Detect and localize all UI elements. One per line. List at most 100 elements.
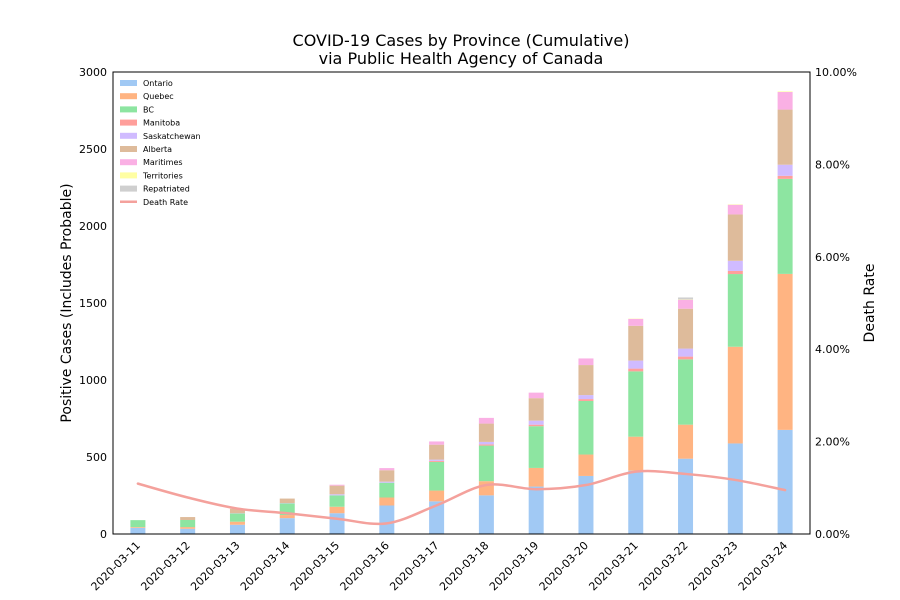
bar-manitoba [478,444,494,446]
bar-ontario [279,518,295,534]
bar-ontario [429,501,445,534]
x-tick-label: 2020-03-11 [89,539,143,593]
bar-ontario [379,505,395,534]
bar-maritimes [478,417,494,424]
bar-quebec [130,527,146,528]
bar-ontario [528,486,544,534]
bar-quebec [578,454,594,476]
bar-quebec [229,521,245,525]
x-tick-label: 2020-03-18 [437,539,491,593]
bar-quebec [279,515,295,519]
x-tick-label: 2020-03-15 [288,539,342,593]
bar-manitoba [628,368,644,372]
legend-swatch [120,132,137,139]
legend-label: Territories [142,171,183,180]
bar-bc [329,495,345,507]
bar-manitoba [678,356,694,360]
legend-swatch [120,106,137,113]
bar-maritimes [777,92,793,110]
bar-maritimes [429,441,445,445]
bar-bc [528,426,544,468]
bar-saskatchewan [329,494,345,496]
y2-tick-label: 6.00% [815,251,850,264]
bar-manitoba [528,424,544,427]
bar-quebec [379,497,395,506]
x-tick-label: 2020-03-20 [537,539,591,593]
legend-swatch [120,80,137,86]
bar-bc [180,519,196,528]
bar-quebec [628,436,644,471]
bar-alberta [528,398,544,421]
y-axis-label: Positive Cases (Includes Probable) [59,183,75,422]
bar-maritimes [379,468,395,471]
bar-manitoba [727,270,743,275]
bar-ontario [229,524,245,534]
chart-title: COVID-19 Cases by Province (Cumulative) [293,31,630,50]
bar-saskatchewan [777,164,793,176]
bar-alberta [678,308,694,349]
legend-swatch [120,159,137,166]
legend-swatch [120,93,137,100]
legend-swatch [120,146,137,152]
bar-alberta [429,444,445,460]
y-tick-label: 2000 [79,220,107,233]
y-tick-label: 1500 [79,297,107,310]
plot-frame [112,71,811,535]
bar-ontario [628,470,644,534]
bar-alberta [777,109,793,165]
x-tick-label: 2020-03-12 [138,539,192,593]
y2-tick-label: 8.00% [815,158,850,171]
bar-bc [279,503,295,516]
death-rate-line [136,469,787,526]
x-tick-label: 2020-03-19 [487,539,541,593]
bar-quebec [678,424,694,459]
x-tick-label: 2020-03-24 [736,539,790,593]
bar-ontario [578,475,594,534]
x-tick-label: 2020-03-21 [586,539,640,593]
bar-bc [678,359,694,425]
bar-ontario [180,528,196,534]
plot-area: 0 500 1000 1500 2000 2500 3000 0.00% 2.00% 4.00% 6… [79,66,857,593]
bar-ontario [130,527,146,534]
bar-saskatchewan [727,260,743,271]
legend-label: Manitoba [143,119,180,128]
bar-saskatchewan [429,459,445,461]
bar-maritimes [329,484,345,486]
bar-ontario [329,513,345,534]
bar-alberta [478,423,494,442]
y2-axis-label: Death Rate [862,264,878,343]
bar-ontario [727,443,743,534]
x-tick-label: 2020-03-16 [338,539,392,593]
x-tick-label: 2020-03-17 [387,539,441,593]
chart-subtitle: via Public Health Agency of Canada [319,49,604,68]
bar-bc [229,513,245,522]
bar-saskatchewan [578,395,594,400]
bar-alberta [229,508,245,514]
legend-label: Death Rate [143,198,188,207]
bar-quebec [777,273,793,430]
bar-alberta [279,498,295,504]
bar-alberta [379,470,395,482]
legend-swatch [120,172,137,179]
bar-quebec [329,506,345,514]
legend: Ontario Quebec BC Manitoba Saskatchewan Alber… [120,79,201,207]
y-tick-label: 500 [86,451,107,464]
bar-bc [578,400,594,455]
x-tick-label: 2020-03-14 [238,539,292,593]
bar-quebec [180,527,196,529]
bar-bc [628,371,644,437]
bar-bc [777,178,793,274]
y2-tick-label: 0.00% [815,528,850,541]
bar-bc [130,520,146,528]
bar-saskatchewan [628,360,644,369]
bar-saskatchewan [478,441,494,445]
legend-label: Saskatchewan [143,132,201,141]
bar-bc [478,445,494,482]
y-tick-label: 3000 [79,66,107,79]
legend-swatch [120,185,137,192]
bar-quebec [727,346,743,444]
bar-maritimes [528,392,544,399]
legend-label: BC [143,105,154,114]
legend-swatch [120,119,137,126]
